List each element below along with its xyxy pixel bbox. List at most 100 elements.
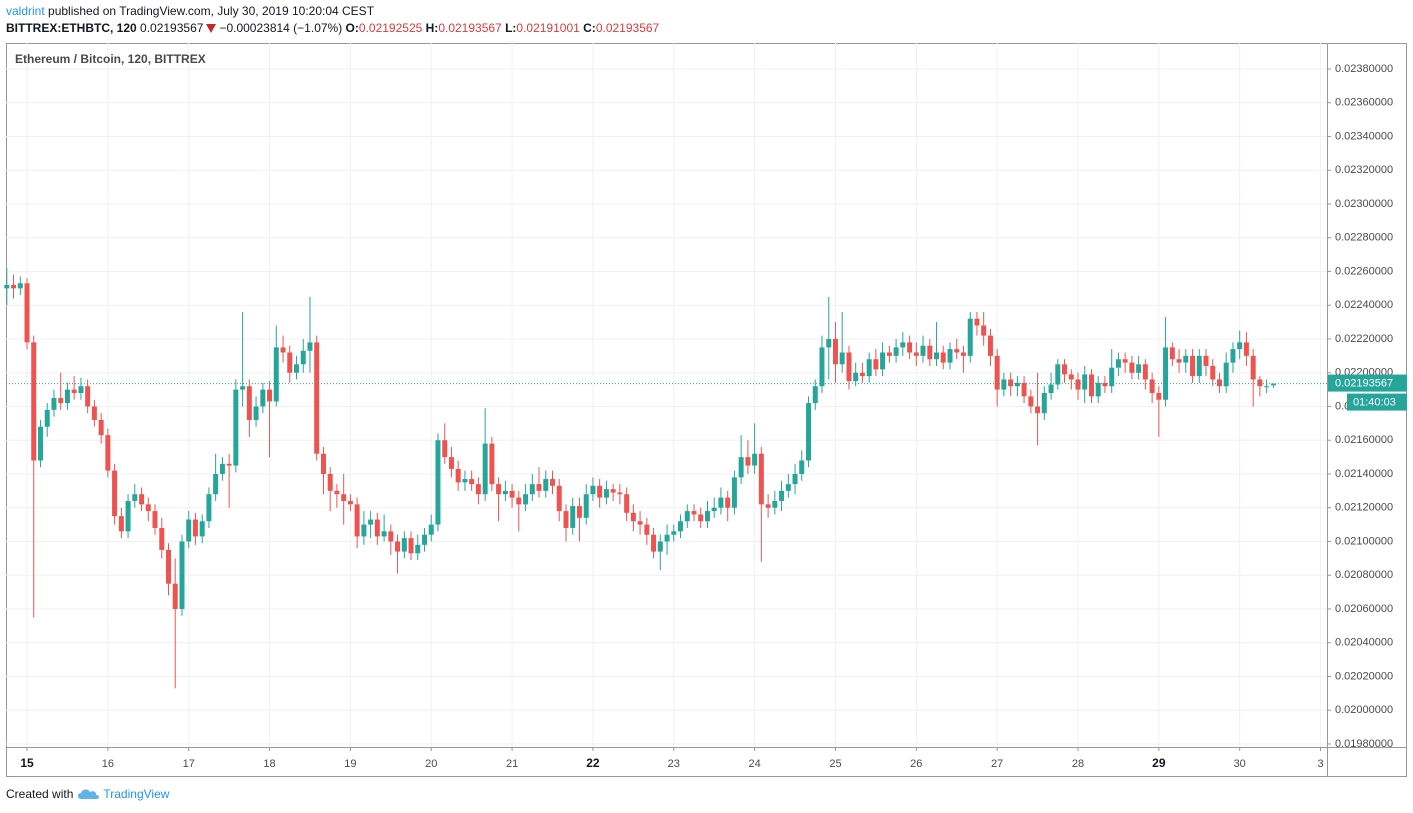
- chart-frame: [6, 43, 1407, 777]
- candle-body: [422, 534, 428, 545]
- candle-body: [920, 345, 926, 356]
- candle-body: [1183, 355, 1189, 363]
- candle-body: [880, 352, 886, 370]
- candle-body: [981, 325, 987, 336]
- candle-body: [1129, 362, 1135, 373]
- candle-body: [1237, 342, 1243, 350]
- last-price-box: [1328, 374, 1407, 392]
- candle-body: [644, 524, 650, 535]
- candle-body: [758, 453, 764, 505]
- candle-body: [731, 477, 737, 508]
- candle-body: [112, 470, 118, 517]
- candle-body: [58, 398, 64, 404]
- candle-body: [213, 473, 219, 495]
- last-value: 0.02193567: [140, 21, 204, 35]
- candle-body: [873, 359, 879, 370]
- candle-body: [819, 347, 825, 387]
- candle-body: [31, 342, 37, 461]
- x-tick-label: 23: [668, 758, 680, 770]
- candle-body: [1190, 355, 1196, 377]
- candle-body: [913, 352, 919, 356]
- candle-body: [395, 541, 401, 552]
- y-tick-label: 0.02160000: [1335, 434, 1393, 446]
- candle-body: [651, 534, 657, 552]
- x-tick-label: 29: [1152, 756, 1166, 770]
- author[interactable]: valdrint: [6, 4, 45, 18]
- candle-body: [1061, 364, 1067, 375]
- down-arrow: [206, 24, 217, 33]
- candle-body: [475, 484, 481, 495]
- candles: [4, 268, 1327, 689]
- candle-body: [1021, 382, 1027, 397]
- candle-body: [785, 484, 791, 491]
- candle-body: [846, 352, 852, 382]
- x-tick-label: 19: [344, 758, 356, 770]
- candle-body: [502, 490, 508, 495]
- y-tick-label: 0.02080000: [1335, 569, 1393, 581]
- candle-body: [563, 511, 569, 528]
- candle-body: [179, 541, 185, 609]
- grid: [6, 43, 1331, 751]
- candle-body: [934, 352, 940, 360]
- candle-body: [64, 389, 70, 404]
- candle-body: [24, 283, 30, 343]
- candle-body: [347, 500, 353, 505]
- candle-body: [516, 497, 522, 505]
- footer-brand[interactable]: TradingView: [103, 787, 170, 801]
- candle-body: [469, 479, 475, 485]
- candle-body: [320, 453, 326, 474]
- candle-body: [664, 534, 670, 542]
- candle-body: [1088, 374, 1094, 397]
- high-label: H:: [425, 21, 439, 35]
- y-tick-label: 0.01980000: [1335, 738, 1393, 750]
- candle-body: [1163, 347, 1169, 400]
- candle-body: [341, 494, 347, 501]
- candle-body: [570, 506, 576, 528]
- candle-body: [1264, 386, 1270, 388]
- tv-logo: [78, 789, 100, 799]
- candle-body: [125, 500, 131, 532]
- candle-body: [657, 541, 663, 552]
- candle-body: [1035, 406, 1041, 414]
- candle-body: [1216, 379, 1222, 387]
- candle-body: [85, 386, 91, 407]
- candle-body: [44, 409, 50, 427]
- change: −0.00023814 (−1.07%): [219, 21, 343, 35]
- candle-body: [960, 352, 966, 356]
- candle-body: [543, 479, 549, 491]
- candle-body: [1082, 374, 1088, 390]
- candle-body: [118, 516, 124, 532]
- candle-body: [435, 440, 441, 525]
- candle-body: [671, 531, 677, 535]
- y-tick-label: 0.02380000: [1335, 63, 1393, 75]
- candle-body: [752, 453, 758, 466]
- candle-body: [1156, 392, 1162, 400]
- candle-body: [260, 389, 266, 407]
- candle-body: [1136, 364, 1142, 373]
- candle-body: [617, 492, 623, 495]
- candle-body: [630, 512, 636, 522]
- x-tick-label: 26: [910, 758, 922, 770]
- candle-body: [677, 521, 683, 532]
- candle-body: [718, 497, 724, 508]
- candle-body: [388, 531, 394, 542]
- symbol-bar: BITTREX:ETHBTC, 120 0.02193567 −0.0002381…: [6, 21, 659, 35]
- candle-body: [354, 504, 360, 537]
- candle-body: [1176, 359, 1182, 363]
- candle-body: [792, 473, 798, 485]
- candle-body: [812, 386, 818, 404]
- y-tick-label: 0.02100000: [1335, 535, 1393, 547]
- candle-body: [1169, 347, 1175, 360]
- high-value: 0.02193567: [438, 21, 502, 35]
- x-tick-label: 3: [1317, 758, 1323, 770]
- candle-body: [738, 457, 744, 478]
- candle-body: [1014, 382, 1020, 387]
- candle-body: [859, 372, 865, 377]
- candle-body: [772, 500, 778, 508]
- low-label: L:: [505, 21, 517, 35]
- candle-body: [145, 504, 151, 512]
- candle-body: [199, 521, 205, 537]
- candle-body: [853, 372, 859, 382]
- candle-body: [1210, 365, 1216, 380]
